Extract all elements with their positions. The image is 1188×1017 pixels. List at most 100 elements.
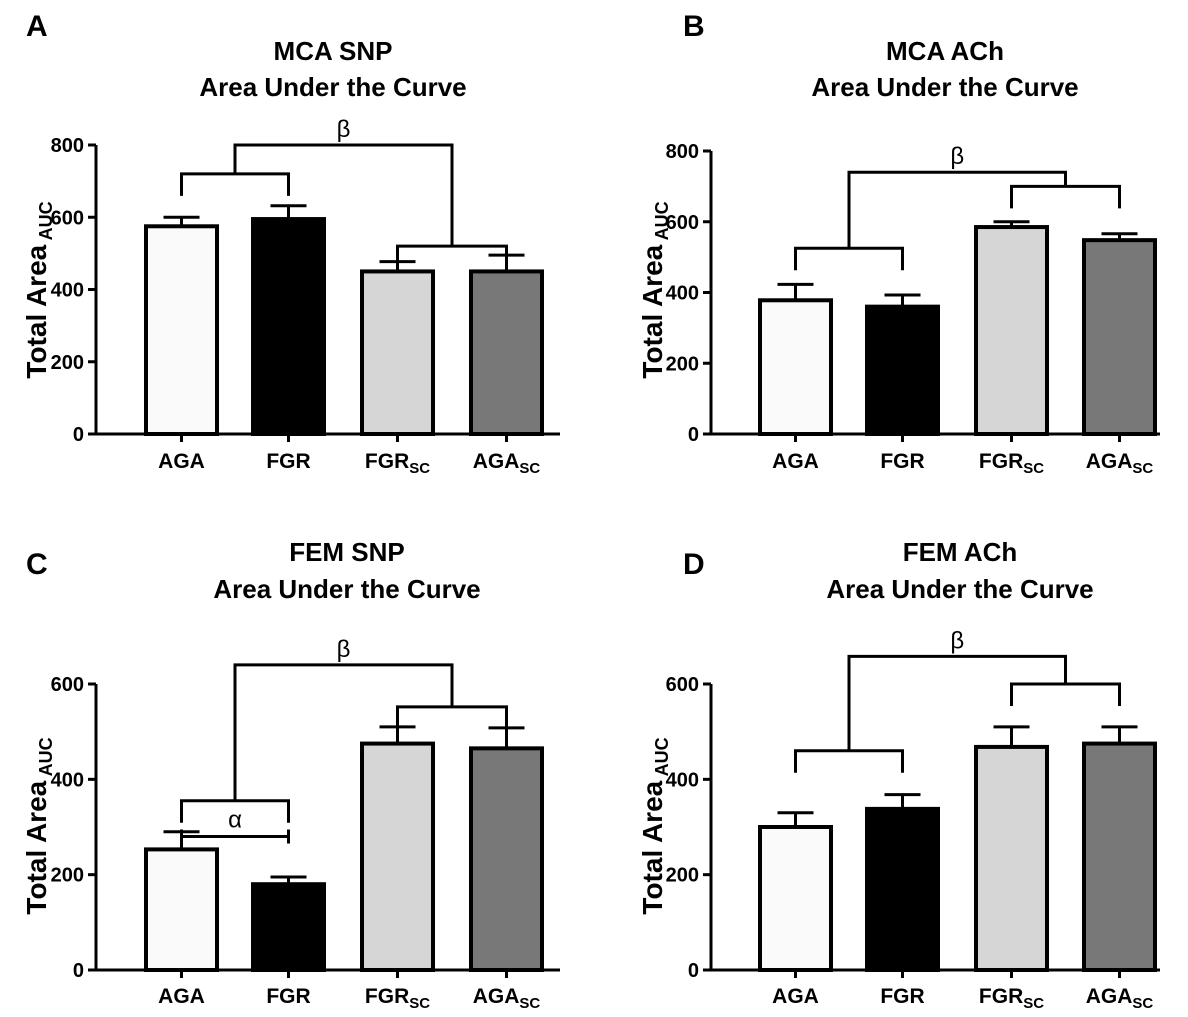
x-tick-label-base: AGA (1086, 985, 1133, 1008)
chart-title-line: Area Under the Curve (213, 574, 480, 604)
significance-label: β (337, 636, 351, 663)
x-tick-label: FGRSC (979, 450, 1044, 477)
x-tick-label: FGRSC (365, 985, 430, 1012)
x-tick-label-base: AGA (158, 450, 205, 473)
group-comparison-bracket (233, 143, 454, 247)
x-tick-label-subscript: SC (409, 995, 430, 1012)
x-tick-label: AGA (772, 985, 819, 1008)
y-tick-label: 400 (51, 769, 84, 791)
x-tick-label: AGA (158, 985, 205, 1008)
comparison-bracket (1010, 184, 1121, 209)
y-tick-label: 200 (666, 353, 699, 375)
x-tick-label-base: FGR (979, 985, 1023, 1008)
significance-label: β (950, 627, 964, 654)
comparison-bracket (1010, 682, 1121, 706)
y-tick-label: 400 (666, 769, 699, 791)
x-tick-label-subscript: SC (1023, 460, 1044, 477)
comparison-bracket (180, 172, 290, 196)
bar (144, 224, 219, 436)
x-tick-label-subscript: SC (1132, 995, 1153, 1012)
y-tick-label: 800 (666, 141, 699, 163)
chart-title-line: FEM SNP (289, 537, 405, 567)
bar (144, 847, 219, 972)
y-tick-label: 200 (666, 865, 699, 887)
x-tick-label-base: FGR (880, 450, 924, 473)
y-axis-label: Total Area AUC (637, 737, 672, 914)
comparison-bracket (396, 244, 508, 269)
chart-title-line: Area Under the Curve (826, 574, 1093, 604)
y-tick-label: 0 (73, 960, 84, 982)
y-tick-label: 0 (688, 424, 699, 446)
comparison-bracket (794, 749, 904, 773)
bar (360, 269, 435, 436)
x-tick-label: FGR (880, 985, 924, 1008)
bar (469, 269, 544, 436)
x-tick-label-base: FGR (365, 450, 409, 473)
x-tick-label: FGR (880, 450, 924, 473)
y-tick-label: 600 (666, 212, 699, 234)
x-tick-label-subscript: SC (1132, 460, 1153, 477)
chart-title-line: FEM ACh (903, 537, 1018, 567)
y-tick-label: 400 (51, 280, 84, 302)
chart-panel-a: A MCA SNP Area Under the Curve Total Area A… (21, 10, 560, 477)
significance-label: β (337, 116, 351, 143)
y-tick-label: 800 (51, 135, 84, 157)
x-tick-label: AGASC (473, 985, 541, 1012)
y-axis-label-text: Total Area (637, 244, 668, 378)
x-tick-label-base: FGR (979, 450, 1023, 473)
significance-label: β (950, 143, 964, 170)
x-tick-label-base: AGA (772, 450, 819, 473)
chart-panel-c: C FEM SNP Area Under the Curve Total Area A… (21, 537, 560, 1012)
y-axis-label: Total Area AUC (21, 737, 56, 914)
x-tick-label-base: FGR (266, 450, 310, 473)
group-comparison-bracket (233, 663, 454, 801)
chart-title-line: MCA ACh (886, 36, 1004, 66)
chart-panel-d: D FEM ACh Area Under the Curve Total Area A… (637, 537, 1160, 1012)
x-tick-label-base: AGA (158, 985, 205, 1008)
y-axis-label: Total Area AUC (637, 201, 672, 378)
chart-panel-b: B MCA ACh Area Under the Curve Total Area A… (637, 10, 1160, 477)
x-tick-label-base: AGA (473, 985, 520, 1008)
comparison-bracket (794, 246, 904, 271)
y-tick-label: 400 (666, 283, 699, 305)
x-tick-label-base: AGA (772, 985, 819, 1008)
x-tick-label-subscript: SC (519, 460, 540, 477)
y-tick-label: 600 (51, 674, 84, 696)
x-tick-label-subscript: SC (1023, 995, 1044, 1012)
bar (469, 746, 544, 972)
y-tick-label: 200 (51, 352, 84, 374)
x-tick-label: FGRSC (365, 450, 430, 477)
y-axis-label-text: Total Area (637, 780, 668, 914)
x-tick-label: FGR (266, 450, 310, 473)
y-tick-label: 0 (73, 424, 84, 446)
bar (974, 225, 1049, 436)
y-axis-label-subscript: AUC (36, 201, 56, 244)
x-tick-label: AGASC (473, 450, 541, 477)
y-axis-label-subscript: AUC (36, 737, 56, 780)
x-tick-label-subscript: SC (409, 460, 430, 477)
x-tick-label-base: FGR (266, 985, 310, 1008)
y-axis-label-subscript: AUC (652, 737, 672, 780)
bar (974, 744, 1049, 972)
x-tick-label: AGA (158, 450, 205, 473)
x-tick-label: FGR (266, 985, 310, 1008)
chart-title-line: Area Under the Curve (811, 72, 1078, 102)
panel-label: D (683, 548, 705, 581)
y-tick-label: 0 (688, 960, 699, 982)
panel-label: B (683, 10, 705, 43)
x-tick-label: AGASC (1086, 985, 1154, 1012)
bar (865, 806, 940, 972)
y-axis-label: Total Area AUC (21, 201, 56, 378)
group-comparison-bracket (847, 170, 1067, 249)
y-axis-label-subscript: AUC (652, 201, 672, 244)
bar (251, 882, 326, 973)
bar (360, 741, 435, 972)
chart-title-line: Area Under the Curve (199, 72, 466, 102)
x-tick-label: AGASC (1086, 450, 1154, 477)
y-tick-label: 600 (51, 207, 84, 229)
bar (865, 304, 940, 436)
bar (1082, 741, 1157, 972)
x-tick-label: AGA (772, 450, 819, 473)
